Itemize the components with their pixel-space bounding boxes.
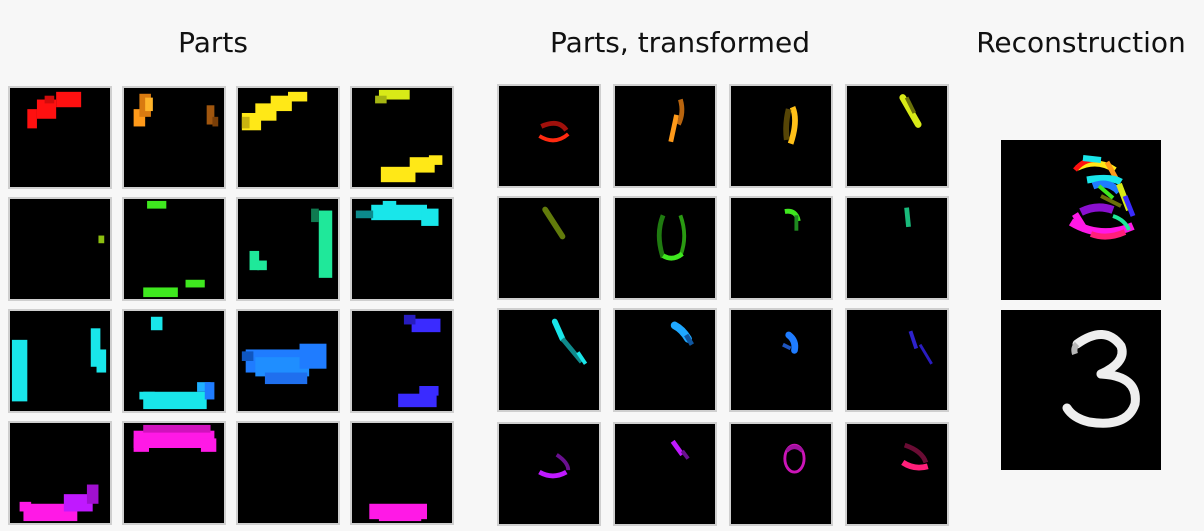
transformed-red <box>497 84 601 188</box>
part-pink-magenta <box>350 421 454 525</box>
part-olive <box>8 197 112 301</box>
reconstruction-target-digit <box>1001 310 1161 470</box>
transformed-purple <box>497 422 601 526</box>
part-green <box>122 197 226 301</box>
part-cyan <box>350 197 454 301</box>
transformed-pink <box>845 422 949 526</box>
transformed-teal <box>845 196 949 300</box>
transformed-green-teal <box>729 196 833 300</box>
transformed-magenta <box>729 422 833 526</box>
part-cyan-light <box>8 309 112 413</box>
parts-transformed-title: Parts, transformed <box>550 26 810 59</box>
transformed-blue <box>729 308 833 412</box>
transformed-cyan <box>497 308 601 412</box>
part-yellow <box>236 86 340 189</box>
part-magenta-purple <box>8 421 112 525</box>
transformed-cyan-blue <box>613 308 717 412</box>
transformed-olive <box>497 196 601 300</box>
part-red <box>8 86 112 189</box>
part-indigo <box>350 309 454 413</box>
part-empty <box>236 421 340 525</box>
reconstruction-title: Reconstruction <box>976 26 1186 59</box>
parts-title: Parts <box>178 26 248 59</box>
part-orange <box>122 86 226 189</box>
part-green-teal <box>236 197 340 301</box>
reconstruction-composite <box>1001 140 1161 300</box>
transformed-indigo <box>845 308 949 412</box>
part-yellow-lime <box>350 86 454 189</box>
transformed-violet <box>613 422 717 526</box>
transformed-lime <box>845 84 949 188</box>
transformed-green <box>613 196 717 300</box>
transformed-orange <box>613 84 717 188</box>
part-cyan-bottom <box>122 309 226 413</box>
part-magenta <box>122 421 226 525</box>
transformed-yellow <box>729 84 833 188</box>
part-blue <box>236 309 340 413</box>
